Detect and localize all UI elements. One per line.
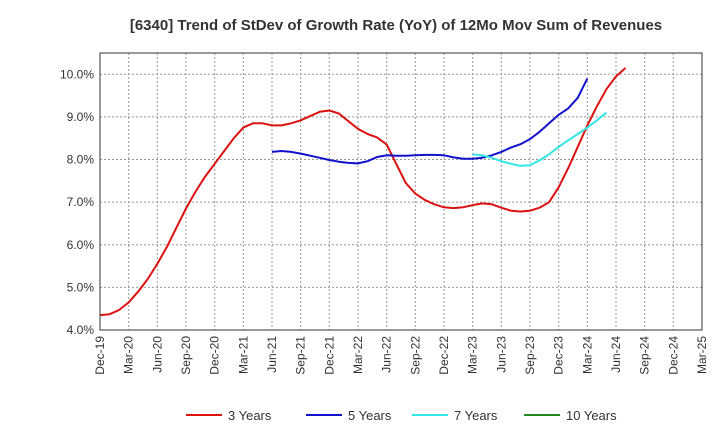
y-tick-label: 10.0%	[60, 67, 94, 81]
legend: 3 Years 5 Years 7 Years 10 Years	[186, 408, 617, 423]
x-tick-label: Mar-24	[580, 336, 594, 374]
x-tick-label: Sep-22	[408, 336, 422, 375]
x-tick-label: Sep-20	[179, 336, 193, 375]
chart-title: [6340] Trend of StDev of Growth Rate (Yo…	[130, 17, 662, 34]
series-line-5-years	[271, 78, 589, 165]
y-tick-label: 4.0%	[67, 323, 95, 337]
x-tick-label: Mar-22	[351, 336, 365, 374]
series-line-3-years	[99, 67, 627, 317]
y-tick-label: 9.0%	[67, 110, 95, 124]
legend-label: 3 Years	[228, 408, 272, 423]
x-tick-label: Jun-20	[150, 336, 164, 373]
x-tick-label: Dec-20	[208, 336, 222, 375]
x-tick-label: Dec-21	[322, 336, 336, 375]
legend-label: 10 Years	[566, 408, 617, 423]
plot-border	[99, 52, 703, 331]
y-tick-label: 8.0%	[67, 153, 95, 167]
y-axis-ticks: 4.0% 5.0% 6.0% 7.0% 8.0% 9.0% 10.0%	[60, 67, 94, 337]
x-tick-label: Sep-23	[523, 336, 537, 375]
x-tick-label: Jun-21	[265, 336, 279, 373]
x-tick-label: Mar-25	[695, 336, 709, 374]
y-tick-label: 7.0%	[67, 195, 95, 209]
x-tick-label: Mar-23	[466, 336, 480, 374]
x-tick-label: Sep-21	[294, 336, 308, 375]
x-axis-ticks: Dec-19 Mar-20 Jun-20 Sep-20 Dec-20 Mar-21 Jun-…	[93, 336, 709, 375]
y-tick-label: 6.0%	[67, 238, 95, 252]
x-tick-label: Jun-23	[494, 336, 508, 373]
legend-label: 5 Years	[348, 408, 392, 423]
x-tick-label: Jun-24	[609, 336, 623, 373]
x-tick-label: Mar-21	[236, 336, 250, 374]
y-tick-label: 5.0%	[67, 280, 95, 294]
x-tick-label: Dec-23	[552, 336, 566, 375]
x-tick-label: Jun-22	[380, 336, 394, 373]
x-tick-label: Dec-24	[666, 336, 680, 375]
legend-label: 7 Years	[454, 408, 498, 423]
x-tick-label: Dec-22	[437, 336, 451, 375]
plot-area	[100, 53, 702, 330]
series-lines	[99, 67, 627, 317]
x-tick-label: Mar-20	[122, 336, 136, 374]
x-tick-label: Sep-24	[638, 336, 652, 375]
grid	[99, 53, 703, 331]
series-line-7-years	[472, 111, 608, 167]
x-tick-label: Dec-19	[93, 336, 107, 375]
